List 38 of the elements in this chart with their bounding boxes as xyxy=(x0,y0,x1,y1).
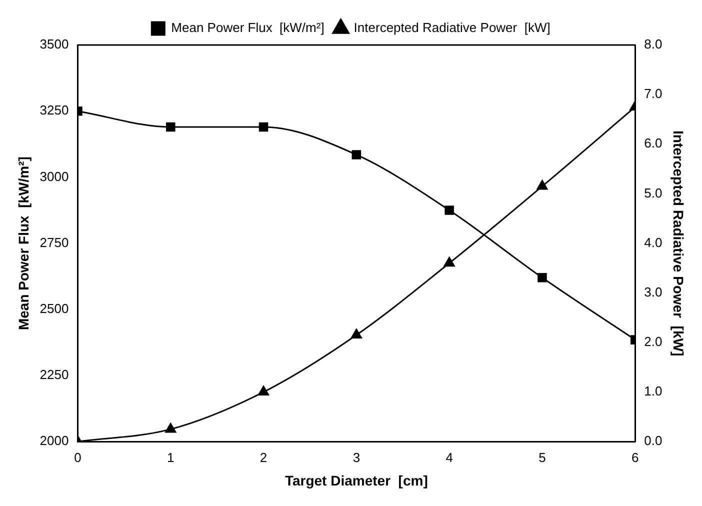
point xyxy=(538,273,547,282)
y2-tick-label: 3.0 xyxy=(644,284,662,300)
x-tick-label: 4 xyxy=(446,450,453,465)
y2-tick-label: 1.0 xyxy=(644,384,662,399)
y-tick-label: 3500 xyxy=(40,36,69,52)
y2-tick-label: 2.0 xyxy=(644,334,662,350)
point xyxy=(166,122,176,132)
x-tick-label: 0 xyxy=(74,450,82,465)
point xyxy=(444,256,455,267)
x-axis-title: Target Diameter [cm] xyxy=(284,472,428,488)
y2-tick-label: 4.0 xyxy=(644,234,662,250)
y-tick-label: 2500 xyxy=(40,300,69,316)
x-tick-label: 6 xyxy=(632,450,639,465)
point xyxy=(352,150,362,160)
point xyxy=(258,386,270,396)
y-tick-label: 3250 xyxy=(40,102,69,118)
legend-label: Intercepted Radiative Power [kW] xyxy=(354,20,550,36)
x-tick-label: 2 xyxy=(260,450,268,465)
legend-label: Mean Power Flux [kW/m²] xyxy=(171,20,324,36)
y2-tick-label: 8.0 xyxy=(644,36,662,52)
y2-tick-label: 0.0 xyxy=(644,433,662,448)
y-tick-label: 3000 xyxy=(40,168,69,184)
point xyxy=(165,422,176,433)
y-tick-label: 2750 xyxy=(40,234,69,250)
x-tick-label: 5 xyxy=(538,450,546,465)
y-tick-label: 2250 xyxy=(40,367,69,382)
y2-axis-title: Intercepted Radiative Power [kW] xyxy=(670,130,687,356)
y-tick-label: 2000 xyxy=(40,433,69,448)
x-tick-label: 1 xyxy=(167,450,174,465)
x-tick-label: 3 xyxy=(352,450,360,465)
point xyxy=(350,328,362,339)
y2-tick-label: 5.0 xyxy=(644,185,662,200)
y2-tick-label: 6.0 xyxy=(644,136,662,151)
y-axis-title: Mean Power Flux [kW/m²] xyxy=(15,156,32,330)
point xyxy=(258,122,268,132)
y2-tick-label: 7.0 xyxy=(644,86,662,102)
point xyxy=(444,206,454,215)
point xyxy=(536,180,548,190)
